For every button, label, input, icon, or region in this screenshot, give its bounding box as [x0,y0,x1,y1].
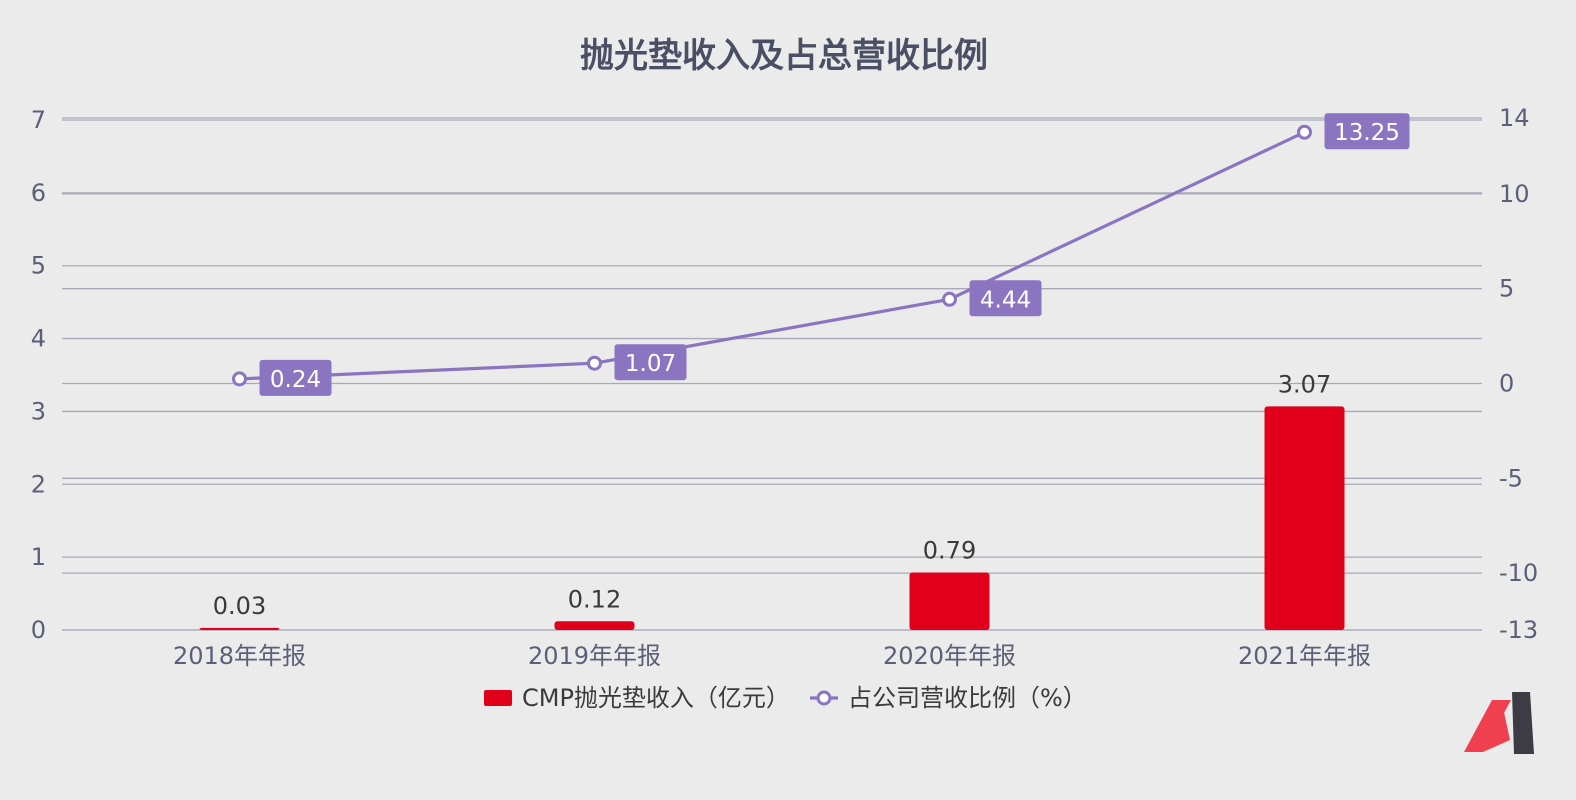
line-point [1297,124,1312,140]
point-tag-box [969,280,1042,317]
line-point-tag: 13.25 [1324,113,1410,150]
line-point-tag: 0.24 [259,359,332,396]
point-tag-label: 0.24 [270,367,321,393]
point-tag-box [614,344,687,381]
y-axis-right: -13 -10 -5 0 5 10 14 [1499,104,1538,644]
x-tick-label: 2019年年报 [528,642,661,670]
bar-value-label: 0.12 [568,585,621,613]
point-tag-label: 4.44 [980,287,1031,313]
x-tick-label: 2018年年报 [173,642,306,670]
grid-lines-left [62,119,1482,631]
bar-value-label: 0.03 [213,592,266,620]
legend: CMP抛光垫收入（亿元） 占公司营收比例（%） [484,684,1087,712]
point-tag-box [259,359,332,396]
bar-data-labels: 0.03 0.12 0.79 3.07 [213,370,1331,619]
line-series: 0.24 1.07 4.44 13.25 [232,113,1410,396]
bar-series [199,406,1345,630]
logo-dark-stroke [1512,692,1534,754]
y-tick-left: 4 [31,325,46,353]
y-tick-right: 10 [1499,180,1530,208]
x-tick-label: 2021年年报 [1238,642,1371,670]
legend-line-marker [816,690,832,706]
bar [1264,406,1345,630]
bar-value-label: 3.07 [1278,370,1331,398]
y-tick-right: -13 [1499,616,1538,644]
x-tick-label: 2020年年报 [883,642,1016,670]
point-tag-box [1324,113,1410,150]
line-point [232,371,247,387]
y-tick-right: 5 [1499,275,1514,303]
y-axis-left: 0 1 2 3 4 5 6 7 [31,106,46,644]
y-tick-right: -5 [1499,464,1523,492]
y-tick-left: 5 [31,252,46,280]
legend-line-label: 占公司营收比例（%） [848,684,1087,712]
brand-logo-icon [1464,692,1534,754]
x-axis: 2018年年报 2019年年报 2020年年报 2021年年报 [173,642,1371,670]
line-point-tag: 1.07 [614,344,687,381]
line-point [942,291,957,307]
y-tick-left: 2 [31,470,46,498]
logo-red-stroke [1464,700,1511,752]
y-tick-left: 7 [31,106,46,134]
line-path [239,130,1306,381]
y-tick-left: 6 [31,179,46,207]
bar [199,627,280,630]
point-tag-label: 1.07 [625,351,676,377]
legend-bar-label: CMP抛光垫收入（亿元） [522,684,790,712]
y-tick-left: 3 [31,397,46,425]
point-tag-label: 13.25 [1334,120,1400,146]
bar-value-label: 0.79 [923,536,976,564]
y-tick-right: 0 [1499,369,1514,397]
logo-red-peak [1483,712,1510,752]
bar [909,572,990,630]
y-tick-left: 0 [31,616,46,644]
y-tick-left: 1 [31,543,46,571]
line-point [587,355,602,371]
y-tick-right: 14 [1499,104,1530,132]
y-tick-right: -10 [1499,559,1538,587]
line-point-tag: 4.44 [969,280,1042,317]
chart-title: 抛光垫收入及占总营收比例 [580,36,988,76]
bar [554,621,635,630]
legend-bar-swatch [484,690,512,706]
